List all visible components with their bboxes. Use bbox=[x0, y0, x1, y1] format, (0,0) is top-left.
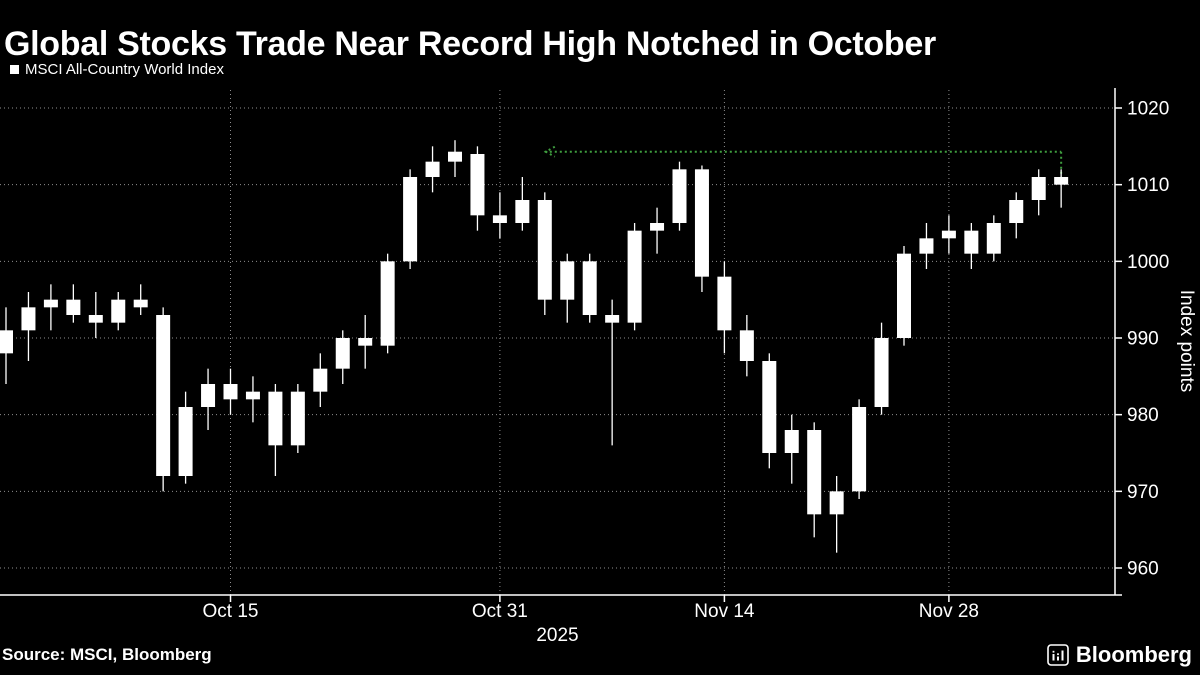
source-text: Source: MSCI, Bloomberg bbox=[2, 645, 212, 664]
chart-title: Global Stocks Trade Near Record High Not… bbox=[4, 24, 936, 63]
candle bbox=[1031, 169, 1046, 216]
candle bbox=[986, 215, 1001, 262]
candle bbox=[425, 146, 440, 193]
candle bbox=[694, 165, 709, 292]
footer: Source: MSCI, Bloomberg Bloomberg bbox=[0, 639, 1200, 675]
candle bbox=[897, 246, 911, 346]
candle bbox=[358, 315, 373, 369]
candle bbox=[762, 353, 777, 469]
y-tick-label: 1010 bbox=[1127, 175, 1169, 196]
candle bbox=[717, 261, 732, 354]
legend-swatch-icon bbox=[10, 65, 19, 74]
x-tick-label: Oct 15 bbox=[203, 601, 259, 622]
y-tick-label: 970 bbox=[1127, 482, 1159, 503]
candle bbox=[448, 140, 462, 177]
candle bbox=[313, 353, 328, 407]
candle bbox=[874, 322, 889, 415]
legend-label: MSCI All-Country World Index bbox=[25, 61, 224, 78]
candle bbox=[650, 207, 665, 254]
y-tick-label: 980 bbox=[1127, 405, 1159, 426]
candle bbox=[537, 192, 552, 315]
legend: MSCI All-Country World Index bbox=[10, 61, 224, 78]
candle bbox=[470, 146, 485, 231]
record-line-arrow-icon bbox=[543, 145, 556, 158]
candle bbox=[492, 192, 507, 239]
candle bbox=[582, 253, 597, 323]
candle bbox=[919, 223, 934, 269]
candle bbox=[290, 384, 305, 453]
candle bbox=[605, 299, 620, 446]
candle bbox=[223, 368, 238, 415]
bloomberg-logo-icon bbox=[1047, 644, 1069, 666]
candle bbox=[560, 253, 575, 323]
candle bbox=[43, 284, 58, 331]
y-axis-title: Index points bbox=[1176, 290, 1197, 392]
x-tick-label: Nov 28 bbox=[919, 601, 979, 622]
candle bbox=[1009, 192, 1024, 239]
candle bbox=[245, 376, 260, 423]
y-tick-label: 1020 bbox=[1127, 99, 1169, 120]
candlestick-series bbox=[0, 140, 1069, 553]
candle bbox=[852, 399, 867, 499]
record-high-line bbox=[543, 145, 1063, 178]
candle bbox=[829, 476, 844, 553]
candle bbox=[627, 223, 642, 331]
year-label: 2025 bbox=[536, 625, 578, 646]
candle bbox=[807, 422, 822, 538]
y-tick-label: 1000 bbox=[1127, 252, 1169, 273]
candle bbox=[941, 215, 956, 254]
x-tick-label: Oct 31 bbox=[472, 601, 528, 622]
bloomberg-wordmark: Bloomberg bbox=[1075, 642, 1192, 667]
candle bbox=[672, 161, 687, 231]
candle bbox=[739, 315, 754, 377]
candle bbox=[268, 384, 283, 476]
candle bbox=[201, 368, 216, 430]
candle bbox=[88, 292, 103, 338]
candle bbox=[784, 414, 799, 484]
candle bbox=[66, 284, 81, 323]
x-tick-label: Nov 14 bbox=[694, 601, 755, 622]
bloomberg-logo: Bloomberg bbox=[1047, 642, 1192, 668]
candle bbox=[111, 292, 126, 331]
axis-labels: 960 970 980 990 1000 1010 1020 Oct 15 Oct 31 Nov … bbox=[203, 99, 1197, 647]
candle bbox=[133, 284, 148, 315]
y-tick-label: 960 bbox=[1127, 559, 1159, 580]
axes bbox=[0, 88, 1122, 602]
candle bbox=[964, 223, 979, 269]
candle bbox=[335, 330, 350, 384]
y-tick-label: 990 bbox=[1127, 329, 1159, 350]
candle bbox=[21, 292, 36, 361]
candle bbox=[178, 391, 193, 484]
candle bbox=[0, 307, 13, 384]
candle bbox=[403, 169, 418, 269]
candle bbox=[380, 253, 395, 354]
candle bbox=[1054, 169, 1069, 208]
candle bbox=[156, 307, 171, 492]
candle bbox=[515, 177, 530, 231]
